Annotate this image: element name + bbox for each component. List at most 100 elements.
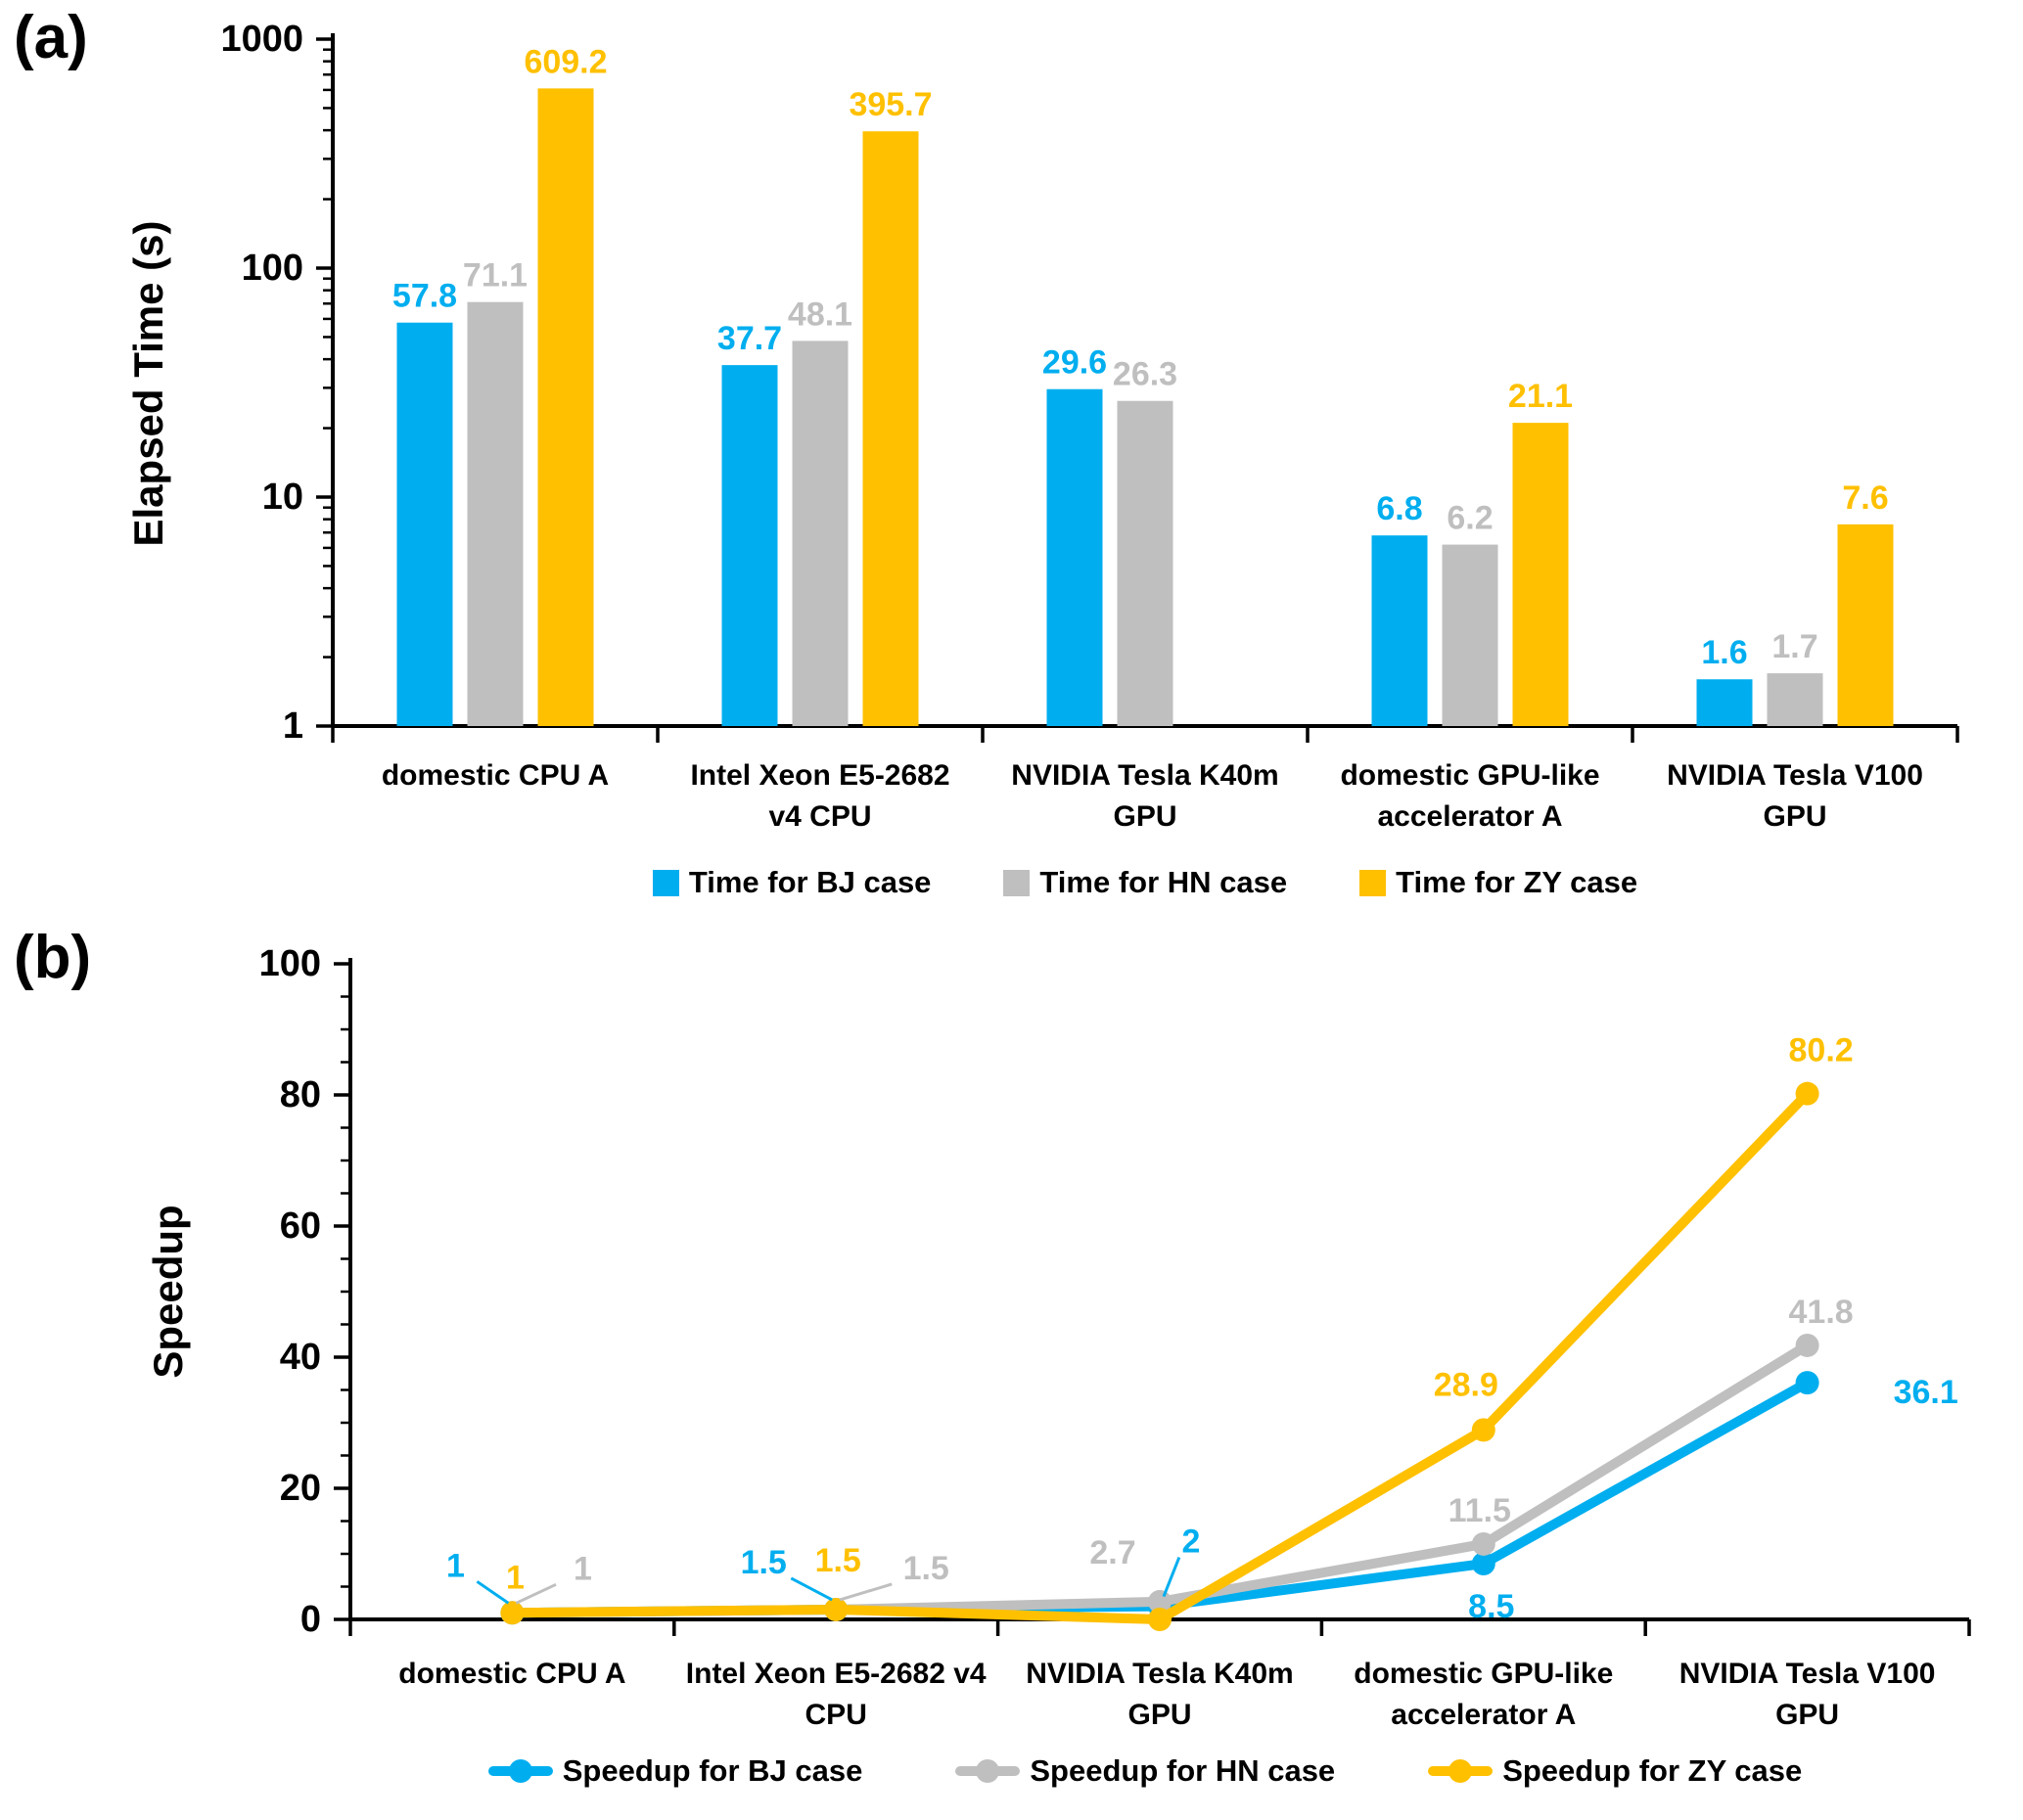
line-series-0 [507,1378,1813,1618]
point-value-label: 1.5 [903,1550,949,1587]
point-marker-2-2 [1148,1608,1172,1631]
bar-0-1 [721,365,778,726]
bar-1-3 [1442,544,1498,726]
legend-label: Time for ZY case [1396,865,1638,899]
y-tick-label: 100 [242,248,303,289]
point-marker-2-1 [824,1597,849,1621]
point-value-label: 11.5 [1448,1492,1511,1529]
category-label: domestic GPU-like accelerator A [1340,759,1600,833]
zy-swatch-icon [1359,869,1387,896]
category-label: Intel Xeon E5-2682 v4 CPU [685,1658,987,1731]
bar-2-1 [862,131,919,727]
y-tick-label: 100 [259,943,321,984]
bar-0-4 [1696,679,1753,726]
bj-swatch-icon [652,869,679,896]
bar-value-label: 37.7 [717,320,782,357]
panel-a-letter: (a) [14,4,88,71]
bar-0-3 [1371,535,1428,726]
category-label: Intel Xeon E5-2682 v4 CPU [690,759,950,833]
category-label: domestic CPU A [381,759,610,792]
category-label: NVIDIA Tesla V100 GPU [1678,1658,1936,1731]
bar-2-3 [1512,423,1569,726]
bar-value-label: 609.2 [524,43,607,80]
bar-1-0 [467,301,524,726]
point-marker-1-4 [1795,1333,1819,1357]
point-value-label: 1 [446,1547,465,1584]
legend-label: Time for HN case [1039,865,1288,899]
point-marker-2-4 [1795,1081,1819,1106]
y-tick-label: 10 [262,477,303,518]
legend-item-zy-speedup: Speedup for ZY case [1428,1753,1802,1789]
panel-a-y-axis-title: Elapsed Time (s) [125,220,171,547]
panel-b-category-labels: domestic CPU A Intel Xeon E5-2682 v4 CPU… [350,1654,1969,1736]
label-leader-line [839,1582,893,1602]
bar-2-0 [537,88,594,726]
point-value-label: 1.5 [815,1542,861,1579]
panel-b-letter: (b) [14,924,92,991]
panel-b-legend: Speedup for BJ case Speedup for HN case … [333,1753,1957,1789]
category-label: NVIDIA Tesla V100 GPU [1667,759,1923,833]
panel-a-category-labels: domestic CPU A Intel Xeon E5-2682 v4 CPU… [333,755,1957,838]
label-leader-line [1162,1557,1181,1598]
point-marker-0-3 [1471,1552,1495,1576]
point-marker-0-4 [1795,1371,1819,1395]
bar-1-1 [792,341,849,726]
legend-item-bj-time: Time for BJ case [652,865,932,900]
legend-item-hn-speedup: Speedup for HN case [955,1753,1335,1789]
bar-value-label: 395.7 [849,86,932,123]
legend-label: Speedup for BJ case [562,1753,863,1788]
point-value-label: 41.8 [1789,1294,1854,1331]
point-marker-2-3 [1471,1418,1495,1442]
bar-value-label: 48.1 [788,296,852,333]
label-leader-line [515,1582,557,1605]
point-value-label: 2 [1182,1524,1201,1561]
category-label: NVIDIA Tesla K40m GPU [1011,759,1279,833]
label-leader-line [790,1576,833,1602]
point-value-label: 1.5 [741,1544,787,1581]
y-tick-label: 40 [280,1337,321,1378]
bar-value-label: 6.2 [1447,500,1493,537]
zy-line-marker-icon [1428,1758,1494,1784]
bar-2-4 [1837,523,1894,726]
y-tick-label: 0 [300,1599,321,1640]
category-label: domestic GPU-like accelerator A [1354,1658,1614,1731]
category-label: domestic CPU A [398,1658,626,1690]
legend-item-hn-time: Time for HN case [1003,865,1287,900]
category-label: NVIDIA Tesla K40m GPU [1026,1658,1294,1731]
point-marker-1-3 [1471,1531,1495,1556]
bar-value-label: 7.6 [1842,479,1888,517]
y-tick-label: 20 [280,1468,321,1509]
bar-value-label: 6.8 [1376,490,1422,527]
bar-0-0 [396,322,453,726]
y-tick-label: 80 [280,1074,321,1115]
point-value-label: 2.7 [1089,1534,1135,1571]
point-marker-1-2 [1148,1589,1172,1614]
legend-label: Speedup for ZY case [1502,1753,1803,1788]
hn-swatch-icon [1003,869,1031,896]
label-leader-line [476,1580,510,1605]
point-value-label: 1 [506,1559,525,1596]
panel-b-y-axis-title: Speedup [145,1205,191,1379]
bar-value-label: 21.1 [1508,378,1573,415]
bar-1-4 [1767,673,1823,726]
bar-value-label: 1.7 [1771,628,1817,665]
legend-item-zy-time: Time for ZY case [1359,865,1637,900]
bar-value-label: 1.6 [1701,634,1747,671]
legend-item-bj-speedup: Speedup for BJ case [487,1753,863,1789]
bar-value-label: 26.3 [1113,356,1177,393]
line-series-1 [507,1340,1813,1618]
point-value-label: 1 [574,1550,592,1587]
point-value-label: 80.2 [1789,1032,1854,1069]
legend-label: Time for BJ case [688,865,932,899]
legend-label: Speedup for HN case [1030,1753,1336,1788]
bar-1-2 [1117,400,1173,726]
hn-line-marker-icon [955,1758,1021,1784]
point-marker-2-0 [500,1601,525,1625]
bar-value-label: 29.6 [1042,344,1107,382]
bj-line-marker-icon [487,1758,553,1784]
point-value-label: 36.1 [1894,1374,1958,1411]
y-tick-label: 1000 [220,19,303,60]
bar-0-2 [1046,388,1103,726]
